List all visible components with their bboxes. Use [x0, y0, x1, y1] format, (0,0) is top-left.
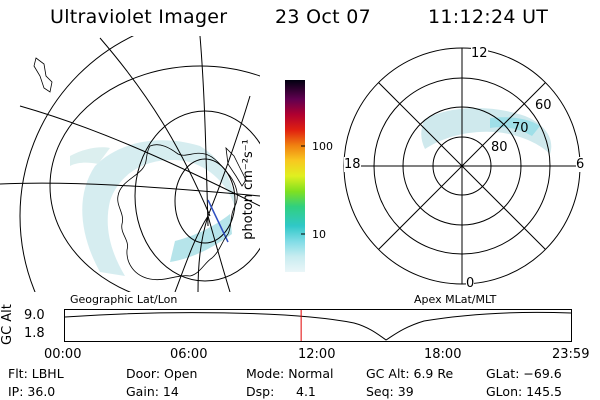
altitude-ytick-1-8: 1.8 [24, 326, 45, 341]
mlat-label-60: 60 [535, 98, 552, 113]
dsp-label: Dsp: [246, 384, 275, 399]
colorbar-tick-100: 100 [312, 140, 333, 153]
gc-alt-field: GC Alt: 6.9 Re [366, 366, 454, 381]
xtick-1200: 12:00 [298, 347, 336, 362]
mlt-label-12: 12 [471, 46, 488, 61]
xtick-0600: 06:00 [170, 347, 208, 362]
mode-field: Mode: Normal [246, 366, 334, 381]
altitude-ylabel: GC Alt [0, 304, 15, 345]
glat-field: GLat: −69.6 [486, 366, 562, 381]
glon-field: GLon: 145.5 [486, 384, 562, 399]
door-field: Door: Open [126, 366, 198, 381]
auroral-emission-polar [421, 108, 552, 154]
colorbar [285, 80, 305, 272]
mlt-label-6: 6 [576, 157, 585, 172]
xtick-1800: 18:00 [424, 347, 462, 362]
geographic-caption: Geographic Lat/Lon [70, 293, 178, 306]
auroral-emission-geo [70, 140, 237, 276]
ip-field: IP: 36.0 [8, 384, 56, 399]
apex-caption: Apex MLat/MLT [414, 293, 497, 306]
polar-mlat-mlt-panel [343, 47, 581, 285]
coastline [117, 144, 238, 281]
altitude-ytick-9: 9.0 [24, 308, 45, 323]
colorbar-unit-label: photon cm⁻²s⁻¹ [240, 139, 256, 240]
time-label: 11:12:24 UT [428, 6, 549, 28]
instrument-title: Ultraviolet Imager [50, 6, 228, 28]
altitude-plot [64, 309, 572, 342]
gain-field: Gain: 14 [126, 384, 179, 399]
xtick-2359: 23:59 [552, 347, 590, 362]
seq-field: Seq: 39 [366, 384, 414, 399]
mlt-label-18: 18 [344, 157, 361, 172]
mlat-label-70: 70 [512, 121, 529, 136]
filter-field: Flt: LBHL [8, 366, 64, 381]
mlat-label-80: 80 [491, 140, 508, 155]
geographic-map-panel [0, 36, 260, 292]
colorbar-tick-10: 10 [312, 228, 326, 241]
mlt-label-0: 0 [466, 276, 475, 291]
xtick-0000: 00:00 [44, 347, 82, 362]
dsp-value: 4.1 [296, 384, 316, 399]
date-label: 23 Oct 07 [275, 6, 371, 28]
